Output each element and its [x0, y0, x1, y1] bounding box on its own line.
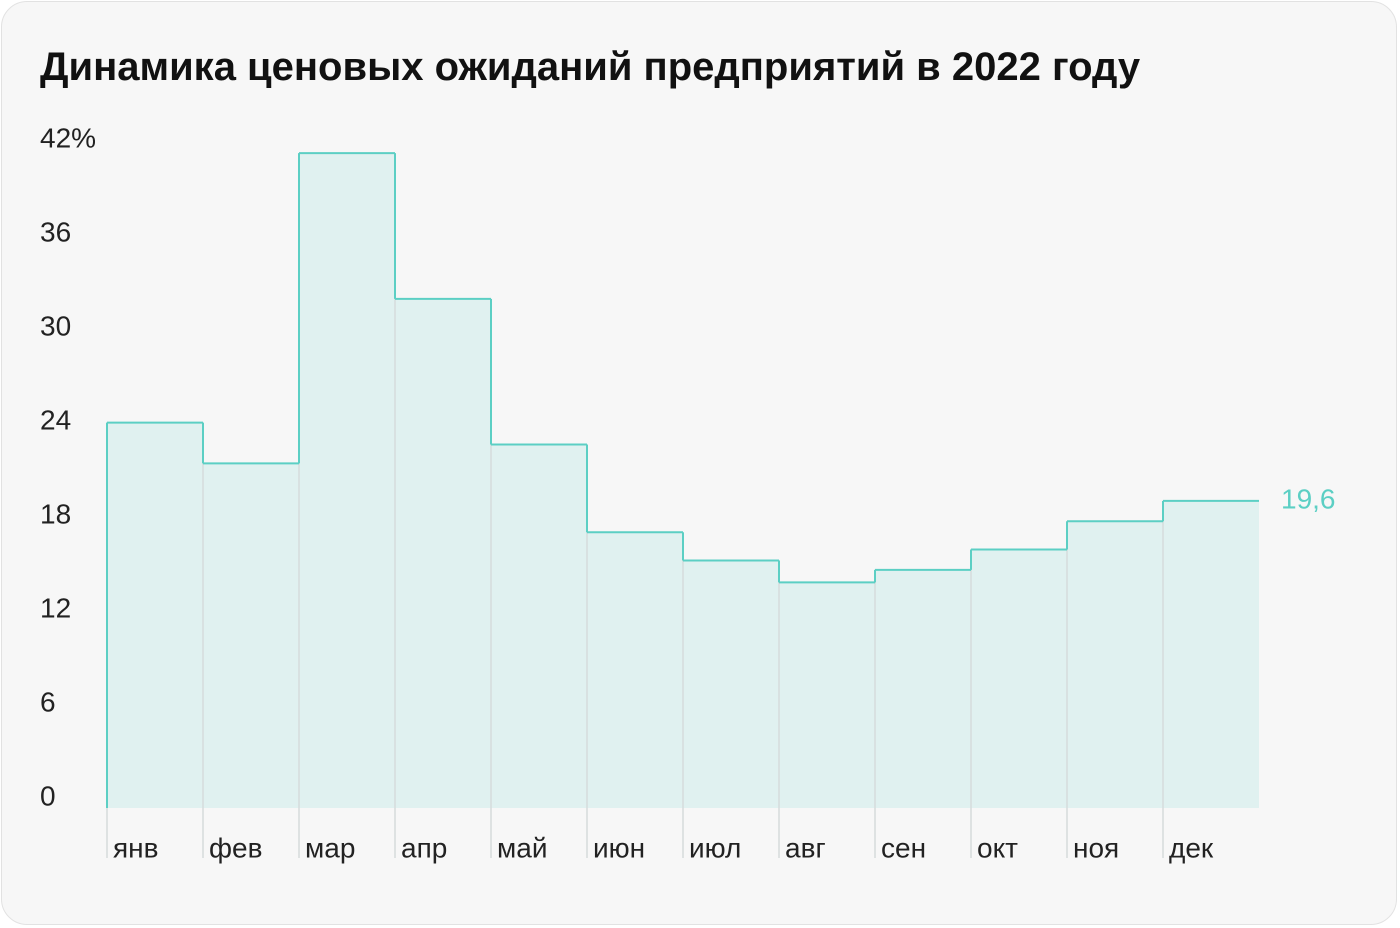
x-tick-label: дек	[1169, 832, 1214, 863]
bar	[299, 153, 395, 809]
bar	[395, 298, 491, 808]
y-tick-label: 6	[40, 686, 56, 717]
y-tick-label: 42%	[40, 122, 96, 153]
x-tick-label: июн	[593, 832, 645, 863]
bar	[1067, 521, 1163, 808]
bar	[875, 569, 971, 808]
y-tick-label: 18	[40, 498, 71, 529]
bar	[683, 560, 779, 808]
x-tick-label: сен	[881, 832, 926, 863]
value-label: 19,6	[1281, 483, 1336, 514]
y-tick-label: 0	[40, 780, 56, 811]
bar	[779, 582, 875, 808]
x-tick-label: мар	[305, 832, 355, 863]
y-tick-label: 24	[40, 404, 71, 435]
x-tick-label: июл	[689, 832, 741, 863]
bar	[971, 549, 1067, 808]
bar	[587, 532, 683, 808]
bar	[491, 444, 587, 808]
bar	[1163, 500, 1259, 808]
bar	[107, 422, 203, 808]
chart-title: Динамика ценовых ожиданий предприятий в …	[40, 45, 1141, 89]
x-tick-label: апр	[401, 832, 447, 863]
bar	[203, 463, 299, 808]
y-tick-label: 12	[40, 592, 71, 623]
x-tick-label: янв	[113, 832, 159, 863]
x-tick-label: окт	[977, 832, 1018, 863]
x-tick-label: май	[497, 832, 547, 863]
y-tick-label: 30	[40, 310, 71, 341]
x-tick-label: ноя	[1073, 832, 1119, 863]
y-tick-label: 36	[40, 216, 71, 247]
x-tick-label: авг	[785, 832, 826, 863]
x-tick-label: фев	[209, 832, 262, 863]
